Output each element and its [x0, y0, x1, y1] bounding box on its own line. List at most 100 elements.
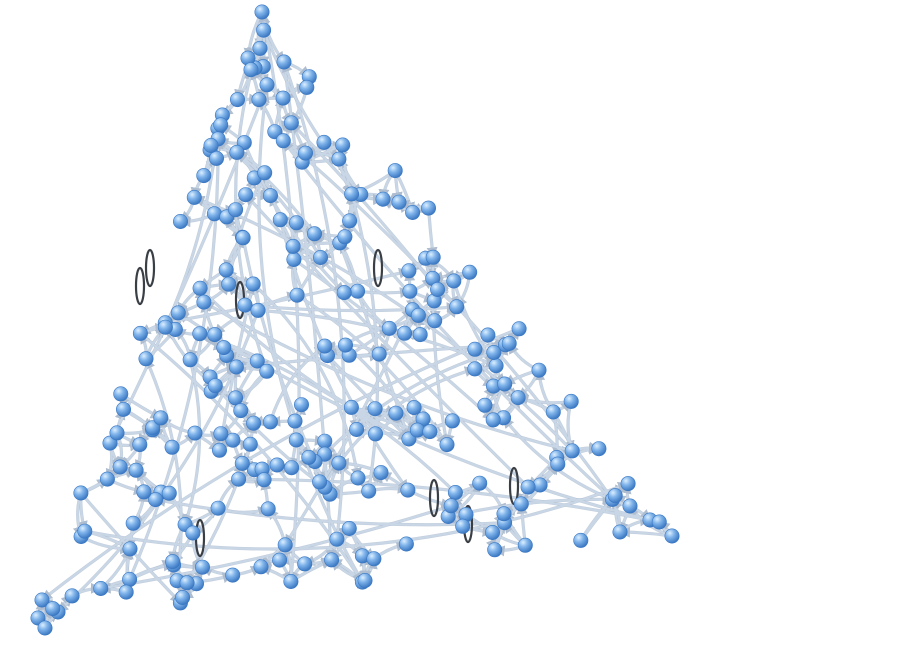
graph-node	[620, 476, 636, 492]
graph-node	[196, 168, 212, 184]
edge	[84, 481, 630, 551]
graph-node	[496, 506, 512, 522]
graph-node	[221, 276, 237, 292]
graph-node	[317, 433, 333, 449]
graph-node	[612, 524, 628, 540]
graph-node	[331, 151, 347, 167]
graph-node	[391, 194, 407, 210]
graph-node	[387, 163, 403, 179]
graph-node	[275, 133, 291, 149]
graph-node	[122, 571, 138, 587]
graph-node	[182, 352, 198, 368]
graph-node	[228, 390, 244, 406]
graph-node	[510, 390, 526, 406]
graph-node	[444, 413, 460, 429]
graph-node	[259, 77, 275, 93]
self-loop	[144, 248, 156, 288]
graph-node	[192, 280, 208, 296]
graph-node	[229, 144, 245, 160]
graph-node	[520, 479, 536, 495]
edge	[41, 327, 520, 601]
graph-node	[312, 474, 328, 490]
graph-node	[136, 484, 152, 500]
graph-node	[283, 115, 299, 131]
graph-node	[210, 500, 226, 516]
graph-node	[287, 413, 303, 429]
graph-node	[301, 449, 317, 465]
graph-node	[185, 525, 201, 541]
graph-node	[237, 297, 253, 313]
edge	[193, 195, 573, 452]
graph-node	[288, 215, 304, 231]
graph-node	[175, 589, 191, 605]
graph-node	[288, 432, 304, 448]
graph-node	[269, 457, 285, 473]
graph-node	[449, 299, 465, 315]
graph-node	[165, 554, 181, 570]
graph-node	[99, 471, 115, 487]
graph-node	[179, 575, 195, 591]
graph-node	[242, 436, 258, 452]
graph-node	[366, 551, 382, 567]
graph-node	[228, 359, 244, 375]
graph-node	[148, 492, 164, 508]
graph-node	[207, 378, 223, 394]
graph-node	[125, 515, 141, 531]
graph-node	[235, 230, 251, 246]
graph-node	[203, 138, 219, 154]
graph-node	[501, 335, 517, 351]
edge	[244, 193, 529, 488]
graph-node	[297, 556, 313, 572]
graph-node	[37, 620, 53, 636]
graph-node	[256, 22, 272, 38]
graph-node	[257, 165, 273, 181]
graph-node	[405, 205, 421, 221]
edge	[262, 29, 362, 196]
graph-node	[462, 264, 478, 280]
graph-node	[153, 410, 169, 426]
graph-node	[427, 313, 443, 329]
graph-node	[607, 488, 623, 504]
graph-node	[317, 338, 333, 354]
graph-node	[349, 421, 365, 437]
graph-node	[116, 401, 132, 417]
graph-node	[186, 189, 202, 205]
graph-node	[234, 455, 250, 471]
edge	[326, 354, 410, 440]
graph-node	[250, 302, 266, 318]
graph-node	[367, 401, 383, 417]
edge	[57, 310, 260, 613]
graph-node	[439, 437, 455, 453]
graph-node	[196, 294, 212, 310]
graph-node	[406, 400, 422, 416]
self-loop	[428, 478, 440, 518]
graph-node	[591, 441, 607, 457]
graph-node	[497, 376, 513, 392]
graph-node	[228, 202, 244, 218]
graph-node	[361, 483, 377, 499]
graph-node	[342, 213, 358, 229]
graph-node	[277, 537, 293, 553]
graph-node	[122, 541, 138, 557]
graph-node	[218, 262, 234, 278]
graph-node	[109, 425, 125, 441]
graph-node	[316, 134, 332, 150]
graph-node	[409, 422, 425, 438]
graph-node	[425, 249, 441, 265]
graph-node	[225, 432, 241, 448]
graph-node	[225, 567, 241, 583]
graph-node	[324, 552, 340, 568]
graph-node	[138, 351, 154, 367]
graph-node	[367, 426, 383, 442]
graph-node	[45, 601, 61, 617]
graph-node	[329, 531, 345, 547]
graph-node	[446, 273, 462, 289]
graph-node	[397, 325, 413, 341]
graph-node	[486, 344, 502, 360]
graph-node	[297, 145, 313, 161]
graph-node	[485, 412, 501, 428]
graph-node	[161, 485, 177, 501]
graph-node	[245, 276, 261, 292]
